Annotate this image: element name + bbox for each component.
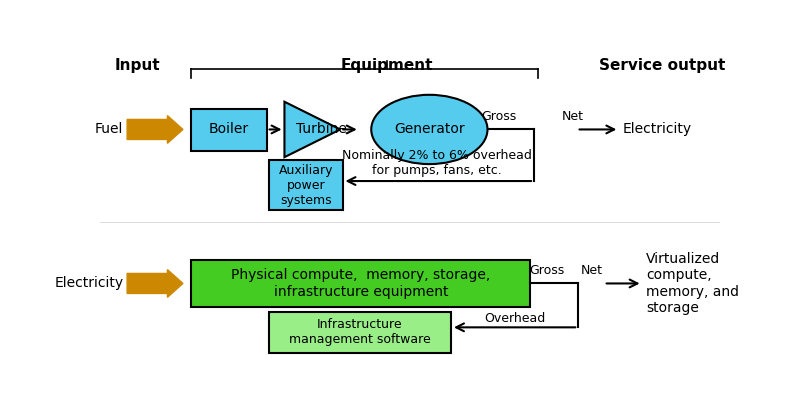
Text: Auxiliary
power
systems: Auxiliary power systems (278, 164, 333, 207)
Text: Net: Net (562, 110, 584, 123)
FancyBboxPatch shape (269, 160, 342, 210)
Text: Electricity: Electricity (54, 277, 123, 290)
Text: Turbine: Turbine (296, 122, 347, 136)
FancyArrow shape (127, 115, 183, 143)
Text: Generator: Generator (394, 122, 465, 136)
Text: Input: Input (114, 58, 160, 73)
Text: Virtualized
compute,
memory, and
storage: Virtualized compute, memory, and storage (646, 252, 739, 315)
Text: Nominally 2% to 6% overhead
for pumps, fans, etc.: Nominally 2% to 6% overhead for pumps, f… (342, 149, 532, 177)
Polygon shape (285, 102, 340, 157)
Text: Fuel: Fuel (95, 122, 123, 136)
Text: Net: Net (581, 264, 603, 277)
Text: Electricity: Electricity (623, 122, 692, 136)
Text: Gross: Gross (529, 264, 564, 277)
Text: Overhead: Overhead (484, 312, 546, 325)
Text: Gross: Gross (482, 110, 517, 123)
FancyBboxPatch shape (269, 312, 451, 353)
Text: Infrastructure
management software: Infrastructure management software (289, 318, 431, 346)
Text: Physical compute,  memory, storage,
infrastructure equipment: Physical compute, memory, storage, infra… (231, 269, 490, 298)
Text: Service output: Service output (598, 58, 725, 73)
Text: Boiler: Boiler (209, 122, 249, 136)
FancyArrow shape (127, 270, 183, 297)
FancyBboxPatch shape (191, 260, 530, 307)
FancyBboxPatch shape (191, 109, 266, 151)
Text: Equipment: Equipment (341, 58, 433, 73)
Ellipse shape (371, 95, 487, 164)
